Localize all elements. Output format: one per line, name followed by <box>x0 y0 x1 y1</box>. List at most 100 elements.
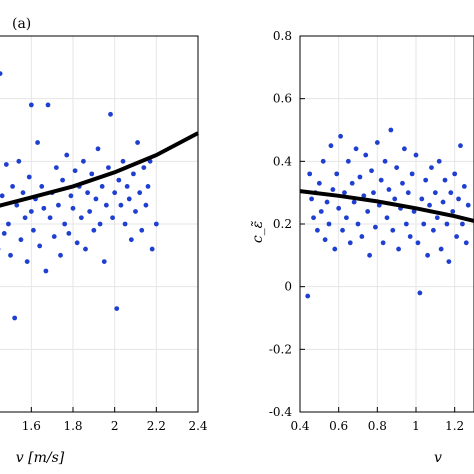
data-point <box>427 202 432 208</box>
fit-curve <box>299 189 474 223</box>
data-point <box>357 174 363 180</box>
data-point <box>307 171 313 177</box>
data-point <box>145 184 151 189</box>
data-point <box>1 231 7 236</box>
data-point <box>135 140 140 145</box>
data-point <box>320 158 326 164</box>
data-point <box>43 268 49 274</box>
data-point <box>78 215 84 221</box>
data-point <box>392 196 398 202</box>
data-point <box>363 152 369 158</box>
data-point <box>141 165 147 171</box>
data-point <box>419 196 425 202</box>
data-point <box>380 240 386 246</box>
data-point <box>97 221 103 227</box>
data-point <box>139 227 145 233</box>
data-point <box>26 174 32 180</box>
data-point <box>66 231 72 236</box>
data-point <box>376 202 382 208</box>
data-point <box>51 234 57 239</box>
data-point <box>361 193 367 199</box>
data-point <box>14 202 20 208</box>
scatter-points <box>305 127 471 299</box>
data-point <box>405 190 411 196</box>
data-point <box>448 190 454 196</box>
data-point <box>396 246 401 252</box>
data-point <box>338 133 343 139</box>
data-point <box>454 234 459 239</box>
data-point <box>149 246 155 252</box>
data-point <box>0 71 3 76</box>
data-point <box>384 215 390 221</box>
data-point <box>93 196 99 202</box>
x-tick-label: 1.2 <box>445 419 464 433</box>
x-tick-label: 1.8 <box>63 419 82 433</box>
data-point <box>99 184 105 189</box>
data-point <box>456 196 461 202</box>
x-tick-label: 0.6 <box>329 419 348 433</box>
data-point <box>18 237 24 243</box>
data-point <box>101 259 107 264</box>
data-point <box>423 177 429 183</box>
data-point <box>349 180 355 186</box>
data-point <box>58 252 63 258</box>
data-point <box>316 180 322 186</box>
data-point <box>365 209 371 214</box>
data-point <box>461 184 467 189</box>
data-point <box>89 171 95 177</box>
fit-curve <box>0 131 199 208</box>
data-point <box>31 227 36 233</box>
data-point <box>369 168 374 174</box>
data-point <box>336 205 342 211</box>
data-point <box>332 246 338 252</box>
data-point <box>413 152 419 158</box>
data-point <box>110 215 115 221</box>
data-point <box>114 306 120 311</box>
data-point <box>450 209 456 214</box>
x-tick-label: 2.4 <box>188 419 207 433</box>
data-point <box>402 146 407 152</box>
data-point <box>131 171 136 177</box>
data-point <box>83 246 88 252</box>
panel-label: (a) <box>12 16 31 32</box>
data-point <box>12 315 18 321</box>
data-point <box>24 259 30 264</box>
data-point <box>45 102 51 108</box>
data-point <box>378 177 384 183</box>
data-point <box>359 234 365 239</box>
x-axis-label: v [m/s] <box>16 450 65 466</box>
data-point <box>103 202 109 208</box>
data-point <box>465 202 471 208</box>
data-point <box>64 152 70 158</box>
y-axis-label: c_ε̃ <box>250 221 266 243</box>
panel-right: 0.4 0.6 0.8 1 1.2 -0.4 -0.2 0 0.2 0.4 0.6 0.8 v c_ε̃ <box>250 29 474 466</box>
data-point <box>330 187 336 192</box>
data-point <box>116 177 122 183</box>
data-point <box>318 209 324 214</box>
data-point <box>70 205 76 211</box>
data-point <box>311 215 316 221</box>
data-point <box>8 252 13 258</box>
data-point <box>153 221 159 227</box>
data-point <box>39 184 45 189</box>
data-point <box>444 221 450 227</box>
data-point <box>434 215 440 221</box>
data-point <box>87 209 93 214</box>
data-point <box>386 187 392 192</box>
data-point <box>421 221 427 227</box>
data-point <box>37 243 43 249</box>
x-tick-label: 2 <box>111 419 119 433</box>
data-point <box>108 111 113 117</box>
data-point <box>452 171 458 177</box>
panel-left: 1.41.61.822.22.4v [m/s](a) <box>0 16 208 466</box>
data-point <box>6 221 11 227</box>
data-point <box>124 184 130 189</box>
data-point <box>62 221 68 227</box>
data-point <box>367 252 372 258</box>
data-point <box>143 202 149 208</box>
scatter-points <box>0 71 159 321</box>
data-point <box>438 246 444 252</box>
data-point <box>326 221 332 227</box>
data-point <box>407 234 413 239</box>
